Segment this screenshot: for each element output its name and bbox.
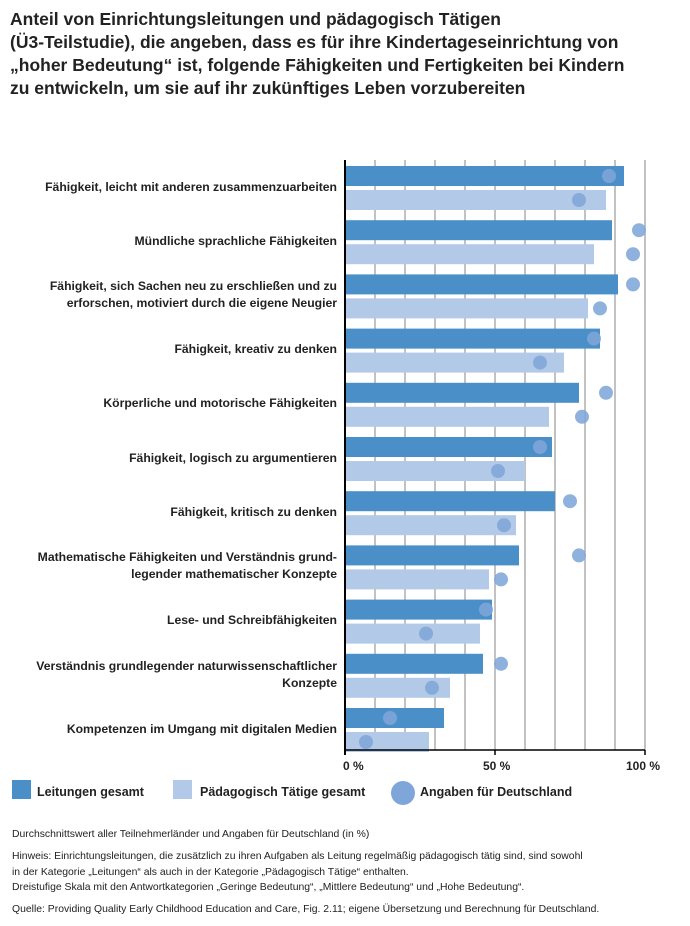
hint-line: Hinweis: Einrichtungsleitungen, die zusä… bbox=[12, 851, 583, 862]
x-tick-label: 100 % bbox=[626, 759, 661, 773]
legend-dot-deutschland bbox=[391, 781, 415, 805]
dot-deutschland-leitungen bbox=[479, 602, 493, 617]
dot-deutschland-paedagogisch bbox=[497, 518, 511, 533]
dot-deutschland-paedagogisch bbox=[425, 680, 439, 695]
category-label: Fähigkeit, sich Sachen neu zu erschließe… bbox=[50, 278, 337, 312]
hint-line: Dreistufige Skala mit den Antwortkategor… bbox=[12, 882, 525, 893]
title-line: Anteil von Einrichtungsleitungen und päd… bbox=[10, 9, 501, 29]
bar-paedagogisch bbox=[345, 515, 516, 536]
bar-paedagogisch bbox=[345, 406, 549, 427]
bar-leitungen bbox=[345, 220, 612, 241]
subtitle-note: Durchschnittswert aller Teilnehmerländer… bbox=[12, 829, 370, 840]
bar-paedagogisch bbox=[345, 190, 606, 210]
category-label-line: Lese- und Schreibfähigkeiten bbox=[167, 613, 337, 628]
dot-deutschland-paedagogisch bbox=[575, 409, 589, 424]
source-note: Quelle: Providing Quality Early Childhoo… bbox=[12, 904, 600, 915]
hint-line: in der Kategorie „Leitungen“ als auch in… bbox=[12, 867, 409, 878]
legend-label: Angaben für Deutschland bbox=[420, 785, 573, 799]
dot-deutschland-leitungen bbox=[602, 169, 616, 183]
category-label: Kompetenzen im Umgang mit digitalen Medi… bbox=[67, 721, 337, 738]
category-label: Mündliche sprachliche Fähigkeiten bbox=[135, 233, 338, 250]
category-label: Fähigkeit, logisch zu argumentieren bbox=[129, 450, 337, 467]
x-tick-label: 0 % bbox=[343, 759, 364, 773]
bar-paedagogisch bbox=[345, 569, 489, 590]
dot-deutschland-leitungen bbox=[587, 331, 601, 346]
dot-deutschland-leitungen bbox=[494, 656, 508, 671]
category-label: Körperliche und motorische Fähigkeiten bbox=[103, 395, 337, 412]
legend-label: Pädagogisch Tätige gesamt bbox=[200, 785, 366, 799]
legend-label: Leitungen gesamt bbox=[37, 785, 144, 799]
category-label-line: Fähigkeit, sich Sachen neu zu erschließe… bbox=[49, 279, 337, 294]
category-label: Fähigkeit, kreativ zu denken bbox=[174, 341, 337, 358]
dot-deutschland-paedagogisch bbox=[533, 355, 547, 370]
category-label-line: Verständnis grundlegender naturwissensch… bbox=[36, 658, 337, 673]
bar-leitungen bbox=[345, 274, 618, 295]
x-tick-label: 50 % bbox=[483, 759, 511, 773]
dot-deutschland-paedagogisch bbox=[593, 301, 607, 316]
legend-swatch-paedagogisch bbox=[173, 780, 192, 799]
category-label-line: Körperliche und motorische Fähigkeiten bbox=[103, 396, 337, 411]
bar-leitungen bbox=[345, 437, 552, 457]
dot-deutschland-paedagogisch bbox=[494, 572, 508, 587]
bar-paedagogisch bbox=[345, 732, 429, 752]
dot-deutschland-paedagogisch bbox=[359, 735, 373, 749]
dot-deutschland-leitungen bbox=[632, 223, 646, 238]
bar-leitungen bbox=[345, 545, 519, 566]
category-label: Lese- und Schreibfähigkeiten bbox=[167, 612, 337, 629]
dot-deutschland-leitungen bbox=[563, 494, 577, 509]
category-label-line: Kompetenzen im Umgang mit digitalen Medi… bbox=[66, 721, 337, 736]
bar-leitungen bbox=[345, 491, 555, 512]
title-line: „hoher Bedeutung“ ist, folgende Fähigkei… bbox=[10, 55, 625, 75]
dot-deutschland-paedagogisch bbox=[491, 464, 505, 478]
bar-leitungen bbox=[345, 382, 579, 403]
category-label: Fähigkeit, kritisch zu denken bbox=[170, 504, 337, 521]
dot-deutschland-leitungen bbox=[572, 548, 586, 563]
category-label-line: Fähigkeit, leicht mit anderen zusammenzu… bbox=[45, 179, 337, 194]
bar-paedagogisch bbox=[345, 461, 525, 481]
bar-paedagogisch bbox=[345, 623, 480, 644]
bar-leitungen bbox=[345, 328, 600, 349]
bar-leitungen bbox=[345, 166, 624, 186]
bar-leitungen bbox=[345, 653, 483, 674]
bar-paedagogisch bbox=[345, 677, 450, 698]
bar-paedagogisch bbox=[345, 244, 594, 265]
category-label-line: Mathematische Fähigkeiten und Verständni… bbox=[37, 550, 337, 565]
chart-title: Anteil von Einrichtungsleitungen und päd… bbox=[10, 8, 685, 100]
category-label-line: Fähigkeit, kritisch zu denken bbox=[170, 504, 337, 519]
category-label-line: erforschen, motiviert durch die eigene N… bbox=[66, 296, 337, 311]
category-label-line: legender mathematischer Konzepte bbox=[131, 567, 337, 582]
dot-deutschland-leitungen bbox=[383, 711, 397, 725]
dot-deutschland-paedagogisch bbox=[419, 626, 433, 641]
title-line: zu entwickeln, um sie auf ihr zukünftige… bbox=[10, 78, 526, 98]
category-label-line: Konzepte bbox=[282, 675, 337, 690]
bar-leitungen bbox=[345, 599, 492, 620]
category-label-line: Fähigkeit, logisch zu argumentieren bbox=[129, 450, 337, 465]
category-label-line: Mündliche sprachliche Fähigkeiten bbox=[134, 233, 338, 248]
dot-deutschland-leitungen bbox=[533, 440, 547, 454]
bar-paedagogisch bbox=[345, 352, 564, 373]
dot-deutschland-leitungen bbox=[626, 277, 640, 292]
dot-deutschland-leitungen bbox=[599, 385, 613, 400]
dot-deutschland-paedagogisch bbox=[572, 193, 586, 207]
category-label: Mathematische Fähigkeiten und Verständni… bbox=[38, 549, 337, 583]
category-label: Verständnis grundlegender naturwissensch… bbox=[36, 658, 337, 692]
dot-deutschland-paedagogisch bbox=[626, 247, 640, 262]
title-line: (Ü3-Teilstudie), die angeben, dass es fü… bbox=[10, 32, 619, 52]
legend-swatch-leitungen bbox=[12, 780, 31, 799]
category-label-line: Fähigkeit, kreativ zu denken bbox=[174, 342, 337, 357]
category-label: Fähigkeit, leicht mit anderen zusammenzu… bbox=[45, 179, 337, 196]
bar-paedagogisch bbox=[345, 298, 588, 319]
